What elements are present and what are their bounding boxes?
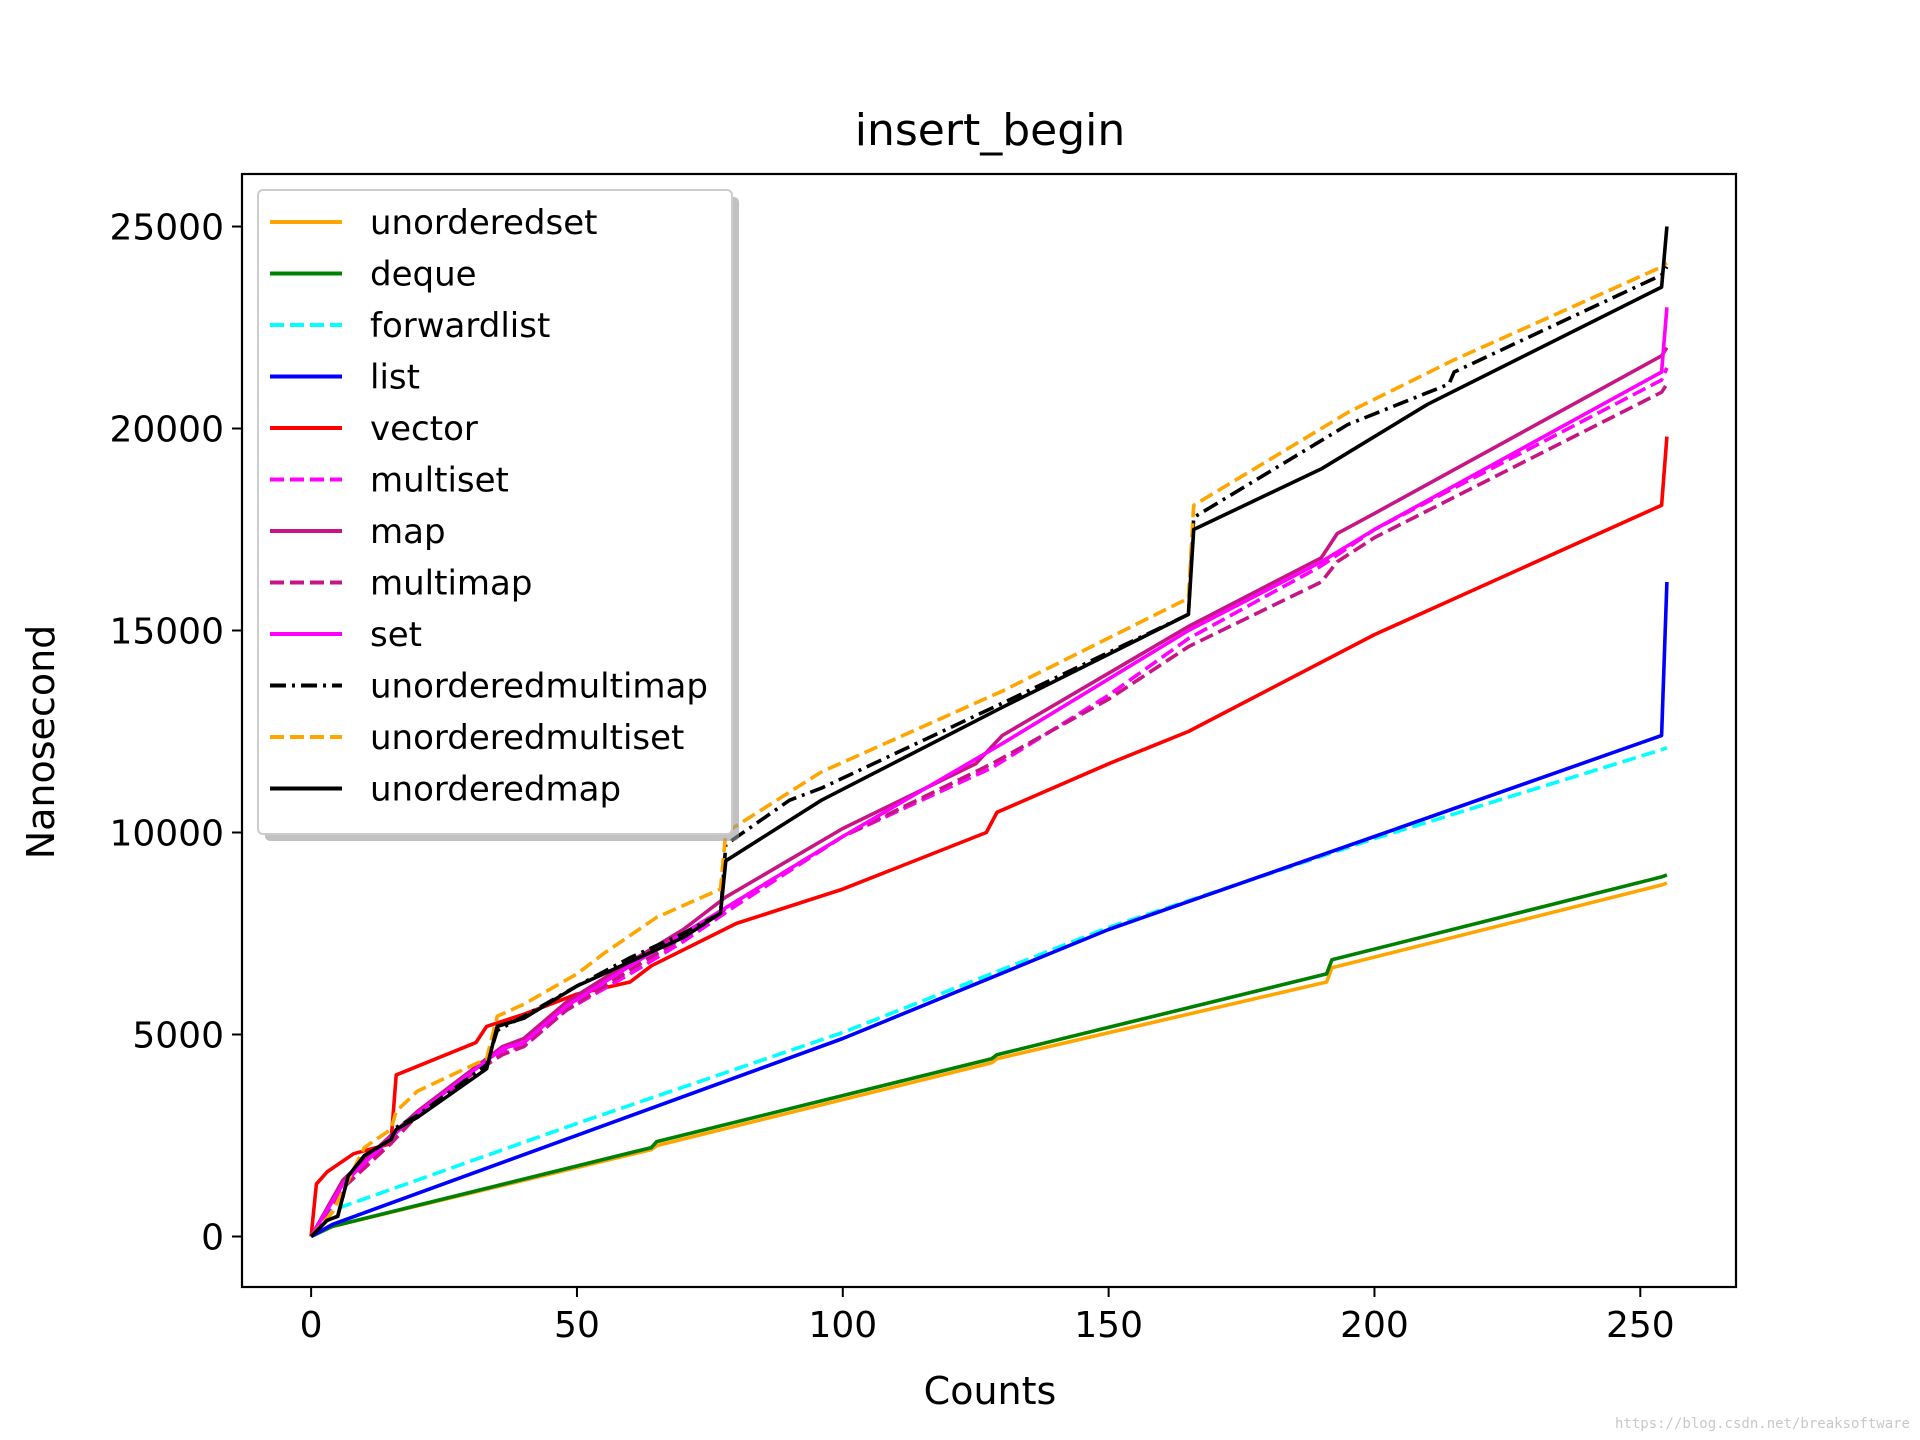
series-line-forwardlist xyxy=(309,746,1668,1238)
series-line-deque xyxy=(310,873,1668,1239)
series-line-unorderedmultiset xyxy=(309,261,1668,1238)
series-line-unorderedmultimap xyxy=(309,265,1669,1238)
plot-frame xyxy=(240,172,1738,1289)
legend: unorderedset deque forwardlist list vector mu… xyxy=(257,189,739,841)
legend-label-unorderedmap: unorderedmap xyxy=(370,770,621,810)
x-tick-label: 0 xyxy=(300,1305,323,1346)
legend-box xyxy=(257,189,733,835)
y-tick-label: 20000 xyxy=(109,410,224,451)
legend-label-deque: deque xyxy=(370,255,477,295)
watermark: https://blog.csdn.net/breaksoftware xyxy=(1614,1416,1910,1432)
x-tick-label: 100 xyxy=(808,1305,877,1346)
legend-label-multimap: multimap xyxy=(370,564,532,604)
x-axis-label: Counts xyxy=(924,1369,1057,1413)
legend-label-unorderedset: unorderedset xyxy=(370,203,597,243)
x-tick-label: 150 xyxy=(1074,1305,1143,1346)
series-line-list xyxy=(310,581,1669,1239)
series-line-vector xyxy=(309,436,1669,1237)
series-layer xyxy=(309,226,1669,1239)
legend-label-unorderedmultiset: unorderedmultiset xyxy=(370,718,684,758)
x-axis: 0 50 100 150 200 250 xyxy=(300,1287,1675,1346)
series-line-unorderedmap xyxy=(309,226,1669,1238)
y-tick-label: 10000 xyxy=(109,814,224,855)
y-tick-label: 0 xyxy=(201,1218,224,1259)
y-tick-label: 5000 xyxy=(132,1016,224,1057)
y-axis: 0 5000 10000 15000 20000 25000 xyxy=(109,208,242,1259)
legend-label-unorderedmultimap: unorderedmultimap xyxy=(370,667,708,707)
x-tick-label: 50 xyxy=(554,1305,600,1346)
y-axis-label: Nanosecond xyxy=(19,625,63,860)
x-tick-label: 200 xyxy=(1340,1305,1409,1346)
y-tick-label: 25000 xyxy=(109,208,224,249)
legend-label-forwardlist: forwardlist xyxy=(370,306,550,346)
chart-title: insert_begin xyxy=(855,105,1126,156)
legend-label-list: list xyxy=(370,358,420,398)
legend-label-multiset: multiset xyxy=(370,461,509,501)
legend-label-vector: vector xyxy=(370,409,478,449)
legend-label-set: set xyxy=(370,615,422,655)
x-tick-label: 250 xyxy=(1606,1305,1675,1346)
y-tick-label: 15000 xyxy=(109,612,224,653)
legend-label-map: map xyxy=(370,512,446,552)
